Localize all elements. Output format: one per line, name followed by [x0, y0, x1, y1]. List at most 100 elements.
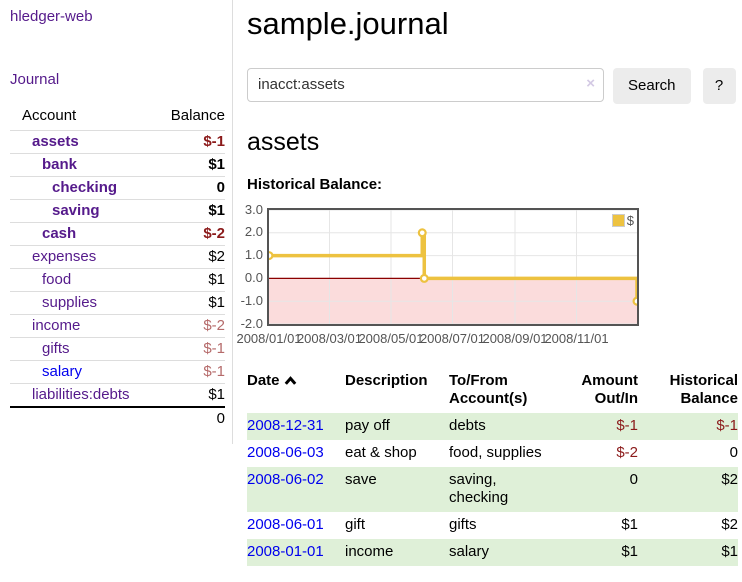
account-link-cash[interactable]: cash	[42, 225, 77, 242]
transaction-amount: 0	[567, 466, 646, 513]
search-form: × Search ?	[247, 67, 738, 104]
account-balance: $1	[148, 268, 225, 292]
transaction-date-link[interactable]: 2008-06-03	[247, 443, 324, 461]
account-row: expenses $2	[10, 245, 225, 269]
transaction-amount: $1	[621, 516, 638, 534]
sort-ascending-icon	[284, 375, 296, 385]
x-axis-tick-label: 2008/05/01	[358, 330, 424, 346]
accounts-total-balance: 0	[148, 406, 225, 430]
transaction-description: eat & shop	[345, 443, 417, 461]
app-brand-link[interactable]: hledger-web	[10, 8, 93, 25]
account-link-expenses[interactable]: expenses	[32, 248, 97, 265]
account-row: bank $1	[10, 153, 225, 177]
transaction-amount: $-1	[567, 413, 646, 440]
account-row: assets $-1	[10, 130, 225, 154]
search-button[interactable]: Search	[613, 67, 691, 104]
chart-title: Historical Balance:	[247, 175, 383, 193]
transaction-date-link[interactable]: 2008-12-31	[247, 417, 324, 435]
account-balance: $-1	[148, 130, 225, 154]
register-header-amount: Amount Out/In	[581, 371, 638, 408]
chart-plot: $	[267, 207, 639, 326]
y-axis-tick-label: 2.0	[244, 224, 263, 240]
transaction-balance: $2	[721, 516, 738, 534]
transaction-balance: $1	[646, 538, 738, 566]
transaction-balance: $2	[646, 466, 738, 513]
account-link-supplies[interactable]: supplies	[42, 294, 98, 311]
register-row: 2008-12-31 pay off debts $-1 $-1	[247, 413, 738, 440]
transaction-date-link[interactable]: 2008-06-01	[247, 516, 324, 534]
register-row: 2008-06-02 save saving, checking 0 $2	[247, 466, 738, 513]
clear-search-icon[interactable]: ×	[586, 74, 595, 92]
transaction-balance: $-1	[646, 413, 738, 440]
account-row: checking 0	[10, 176, 225, 200]
account-link-assets[interactable]: assets	[32, 133, 79, 150]
transaction-description: pay off	[345, 413, 449, 440]
accounts-header-account: Account	[22, 107, 77, 124]
y-axis-tick-label: -1.0	[240, 292, 263, 308]
x-axis-tick-label: 2008/11/01	[544, 330, 609, 346]
account-link-food[interactable]: food	[42, 271, 72, 288]
transaction-accounts: saving, checking	[449, 466, 567, 513]
account-row: supplies $1	[10, 291, 225, 315]
account-balance: $-1	[148, 360, 225, 384]
transaction-amount: $1	[567, 538, 646, 566]
page-title: sample.journal	[247, 6, 449, 41]
account-link-salary[interactable]: salary	[42, 363, 83, 380]
transaction-accounts: gifts	[449, 516, 477, 534]
y-axis-tick-label: 0.0	[244, 270, 263, 286]
account-balance: $-2	[148, 314, 225, 338]
main-content: sample.journal × Search ? assets Histori…	[236, 0, 738, 566]
register-header-row: Date Description To/From Account(s) Amou…	[247, 370, 738, 414]
account-link-liabilities-debts[interactable]: liabilities:debts	[32, 386, 130, 403]
register-row: 2008-06-01 gift gifts $1 $2	[247, 512, 738, 539]
account-link-checking[interactable]: checking	[52, 179, 118, 196]
account-row: salary $-1	[10, 360, 225, 384]
accounts-total-row: 0	[10, 406, 225, 430]
account-link-income[interactable]: income	[32, 317, 81, 334]
transaction-accounts: food, supplies	[449, 443, 542, 461]
register-header-date[interactable]: Date	[247, 370, 345, 414]
account-row: food $1	[10, 268, 225, 292]
legend-swatch-icon	[611, 213, 625, 227]
register-header-balance: Historical Balance	[669, 371, 738, 408]
legend-label: $	[626, 212, 634, 228]
account-balance: $-1	[148, 337, 225, 361]
y-axis-tick-label: -2.0	[240, 315, 263, 331]
account-balance: $1	[148, 383, 225, 407]
transaction-description: save	[345, 466, 449, 513]
transaction-amount: $-2	[616, 443, 638, 461]
historical-balance-chart: $ 3.0 2.0 1.0 0.0 -1.0 -2.0 2008/01/01 2008/03/…	[236, 202, 738, 348]
account-row: liabilities:debts $1	[10, 383, 225, 407]
account-balance: $1	[148, 153, 225, 177]
account-link-bank[interactable]: bank	[42, 156, 78, 173]
account-row: income $-2	[10, 314, 225, 338]
x-axis-tick-label: 2008/03/01	[296, 330, 363, 346]
transaction-accounts: debts	[449, 413, 567, 440]
y-axis-tick-label: 3.0	[244, 201, 263, 217]
search-input[interactable]	[247, 67, 604, 102]
account-link-gifts[interactable]: gifts	[42, 340, 70, 357]
register-row: 2008-06-03 eat & shop food, supplies $-2…	[247, 440, 738, 467]
x-axis-tick-label: 2008/09/01	[482, 330, 548, 346]
register-table: Date Description To/From Account(s) Amou…	[247, 370, 738, 566]
sidebar-item-journal[interactable]: Journal	[10, 71, 60, 88]
x-axis-tick-label: 2008/01/01	[236, 330, 302, 346]
help-button[interactable]: ?	[702, 67, 736, 104]
transaction-date-link[interactable]: 2008-06-02	[247, 470, 324, 488]
accounts-header-balance: Balance	[170, 107, 225, 124]
register-row: 2008-01-01 income salary $1 $1	[247, 538, 738, 566]
account-row: cash $-2	[10, 222, 225, 246]
register-header-description: Description	[345, 371, 428, 389]
account-balance: $1	[148, 291, 225, 315]
transaction-balance: 0	[729, 443, 738, 461]
x-axis-tick-label: 2008/07/01	[419, 330, 486, 346]
y-axis-tick-label: 1.0	[244, 247, 263, 263]
account-link-saving[interactable]: saving	[52, 202, 100, 219]
account-balance: 0	[148, 176, 225, 200]
transaction-date-link[interactable]: 2008-01-01	[247, 542, 324, 560]
account-balance: $2	[148, 245, 225, 269]
account-row: saving $1	[10, 199, 225, 223]
account-row: gifts $-1	[10, 337, 225, 361]
accounts-table: Account Balance assets $-1 bank $1 check…	[10, 103, 225, 430]
transaction-description: gift	[345, 516, 366, 534]
